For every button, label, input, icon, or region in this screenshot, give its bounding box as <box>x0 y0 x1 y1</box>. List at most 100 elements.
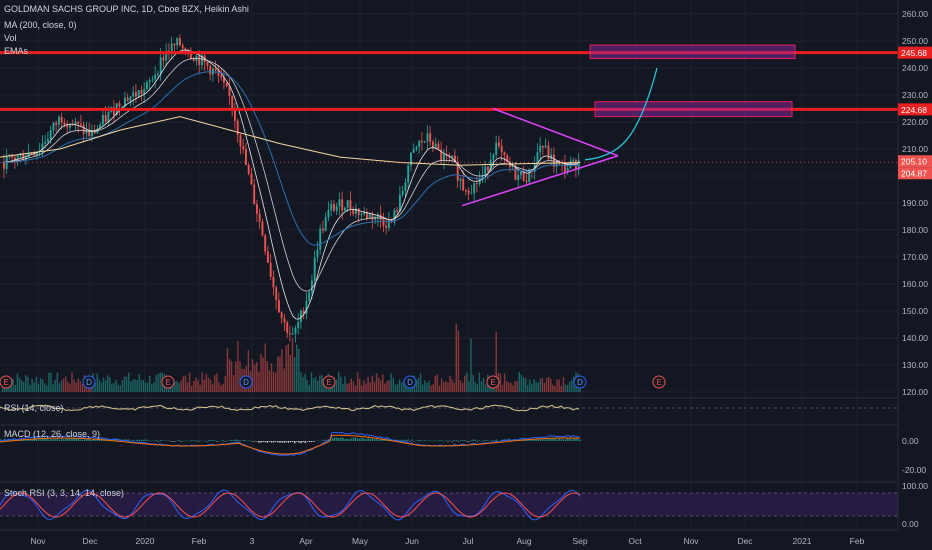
candle-body <box>470 193 473 195</box>
macd-histogram-bar <box>455 439 458 441</box>
resistance-label-text: 224.68 <box>901 105 927 115</box>
macd-histogram-bar <box>451 441 453 442</box>
volume-bar <box>338 372 340 392</box>
candle-body <box>456 161 459 181</box>
volume-bar <box>377 377 380 392</box>
volume-bar <box>140 379 142 392</box>
macd-histogram-bar <box>436 440 439 442</box>
macd-histogram-bar <box>184 440 187 442</box>
macd-histogram-bar <box>340 437 342 441</box>
volume-bar <box>478 372 481 392</box>
macd-histogram-bar <box>483 440 485 441</box>
event-marker-circle <box>652 375 666 389</box>
macd-histogram-bar <box>401 439 403 441</box>
macd-histogram-bar <box>10 439 12 441</box>
macd-histogram-bar <box>90 439 92 441</box>
candle-body <box>151 79 154 81</box>
candle-body <box>143 89 146 94</box>
macd-histogram-bar <box>254 441 256 442</box>
candle-body <box>294 328 297 334</box>
volume-bar <box>566 384 569 392</box>
volume-bar <box>233 375 235 392</box>
y-tick-label: 260.00 <box>902 9 928 19</box>
macd-histogram-bar <box>577 439 579 441</box>
macd-histogram-bar <box>382 439 384 441</box>
macd-histogram-bar <box>197 441 199 442</box>
volume-bar <box>398 379 401 392</box>
volume-bar <box>184 375 187 392</box>
candle-body <box>228 86 231 96</box>
macd-histogram-bar <box>50 439 52 441</box>
macd-histogram-bar <box>546 439 548 441</box>
volume-bar <box>258 371 260 392</box>
candle-body <box>297 321 300 329</box>
volume-bar <box>468 381 470 392</box>
volume-bar <box>424 380 426 392</box>
candle-body <box>324 217 327 231</box>
volume-bar <box>96 373 98 392</box>
x-tick-label: 2021 <box>793 536 812 546</box>
macd-histogram-bar <box>264 441 266 443</box>
volume-bar <box>123 376 126 392</box>
volume-bar <box>144 382 147 392</box>
macd-histogram-bar <box>262 441 264 442</box>
candle-body <box>286 322 289 334</box>
macd-histogram-bar <box>300 441 302 444</box>
ema-mid-line <box>1 58 579 292</box>
candle-body <box>525 180 528 182</box>
macd-histogram-bar <box>140 439 143 441</box>
candle-body <box>107 112 110 122</box>
candle-body <box>269 262 272 277</box>
macd-histogram-bar <box>432 440 434 442</box>
volume-bar <box>207 377 210 392</box>
candle-body <box>371 213 374 220</box>
event-marker-circle <box>161 375 175 389</box>
stoch-tick-label: 0.00 <box>902 519 919 529</box>
macd-histogram-bar <box>58 439 61 441</box>
volume-bar <box>512 385 514 392</box>
volume-bar <box>522 377 525 392</box>
macd-histogram-bar <box>277 441 279 443</box>
candle-body <box>577 160 580 170</box>
candle-body <box>514 165 517 180</box>
resistance-price-label: 224.68 <box>898 103 932 116</box>
candle-body <box>421 140 423 143</box>
volume-bar <box>235 361 237 392</box>
x-tick-label: Aug <box>516 536 531 546</box>
candle-body <box>60 116 63 123</box>
volume-bar <box>482 378 485 392</box>
volume-bar <box>430 385 432 392</box>
time-axis-labels: Nov Dec 2020 Feb 3 Apr May Jun Jul Aug Sep Oct Nov De… <box>30 536 864 546</box>
volume-bar <box>188 372 191 392</box>
volume-bar <box>23 382 25 392</box>
macd-histogram-bar <box>54 439 56 441</box>
event-marker-circle <box>82 375 96 389</box>
candle-body <box>49 130 52 140</box>
macd-histogram-bar <box>31 439 33 441</box>
volume-bar <box>289 354 292 392</box>
macd-histogram-bar <box>201 440 203 442</box>
x-tick-label: Jun <box>405 536 419 546</box>
macd-histogram-bar <box>539 439 542 441</box>
candle-body <box>289 333 291 335</box>
candle-body <box>462 178 465 191</box>
macd-histogram-bar <box>233 440 235 441</box>
macd-histogram-bar <box>165 440 168 442</box>
volume-bar <box>138 374 140 392</box>
candle-body <box>245 149 247 165</box>
volume-bar <box>203 379 205 392</box>
candle-body <box>135 92 137 97</box>
x-tick-label: Feb <box>192 536 207 546</box>
candle-body <box>247 164 250 174</box>
volume-bar <box>571 379 573 392</box>
volume-bar <box>461 383 464 392</box>
macd-histogram-bar <box>489 440 491 442</box>
macd-histogram-bar <box>333 437 336 441</box>
macd-histogram-bar <box>533 439 535 441</box>
volume-bar <box>350 378 352 392</box>
volume-bar <box>67 382 69 392</box>
candle-body <box>363 212 366 214</box>
volume-bar <box>304 374 306 392</box>
volume-bar <box>212 384 214 392</box>
